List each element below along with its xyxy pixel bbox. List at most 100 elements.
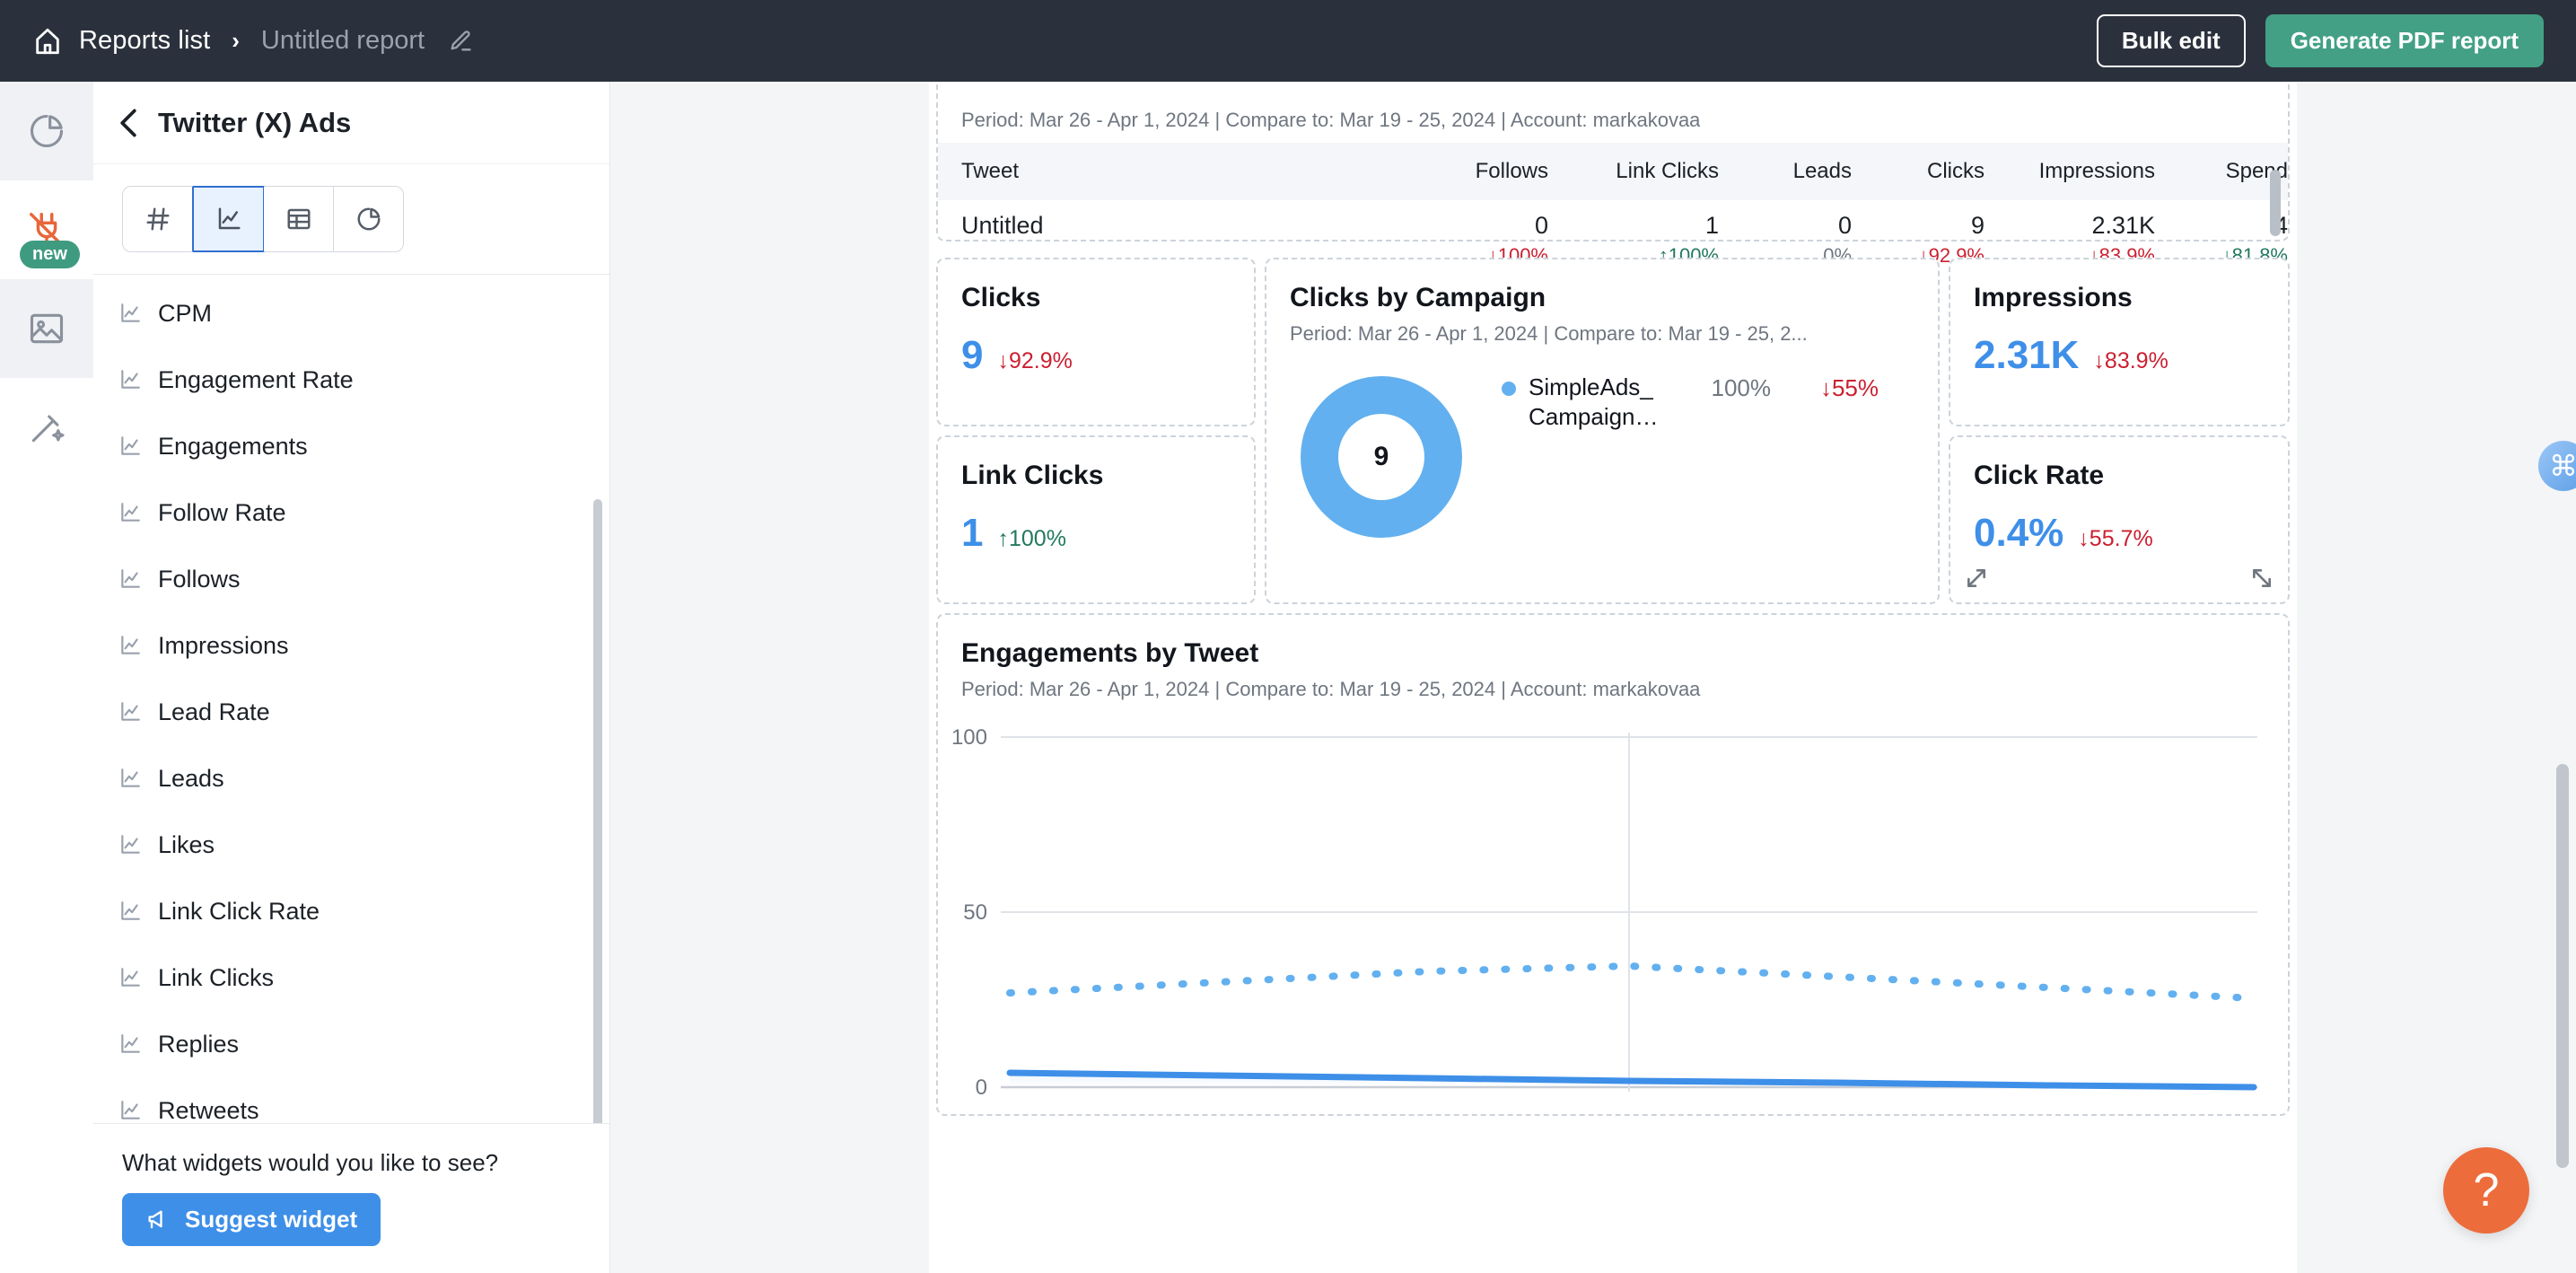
metric-item-leads[interactable]: Leads	[93, 745, 609, 812]
kpi-value: 1	[961, 511, 984, 555]
bulk-edit-button[interactable]: Bulk edit	[2096, 14, 2246, 67]
metric-item-link-clicks[interactable]: Link Clicks	[93, 944, 609, 1011]
breadcrumb-current-report[interactable]: Untitled report	[260, 26, 425, 55]
metric-item-retweets[interactable]: Retweets	[93, 1077, 609, 1123]
legend-delta: ↓55%	[1819, 374, 1879, 401]
y-tick-0: 0	[976, 1075, 987, 1100]
line-chart[interactable]: 100 50 0	[938, 710, 2288, 1114]
generate-pdf-report-button[interactable]: Generate PDF report	[2265, 14, 2544, 67]
legend-percent: 100%	[1711, 374, 1772, 401]
column-header-link-clicks[interactable]: Link Clicks	[1548, 143, 1719, 200]
metric-item-engagements[interactable]: Engagements	[93, 413, 609, 479]
suggest-widget-button[interactable]: Suggest widget	[122, 1193, 381, 1246]
y-tick-100: 100	[951, 725, 987, 750]
widget-tweets-table[interactable]: Period: Mar 26 - Apr 1, 2024 | Compare t…	[936, 82, 2290, 267]
widget-title: Engagements by Tweet	[961, 638, 1259, 668]
column-header-clicks[interactable]: Clicks	[1852, 143, 1985, 200]
top-bar: Reports list › Untitled report Bulk edit…	[0, 0, 2576, 82]
metric-item-follows[interactable]: Follows	[93, 546, 609, 612]
table-scrollbar[interactable]	[2270, 170, 2281, 236]
cell-tweet-name: Untitled	[961, 212, 1044, 239]
line-chart-icon	[121, 636, 140, 654]
cell-value: 1	[1704, 212, 1719, 239]
metric-label: Link Clicks	[158, 963, 275, 991]
rail-item-images[interactable]	[0, 279, 93, 378]
donut-chart[interactable]: 9	[1301, 376, 1462, 538]
metric-item-follow-rate[interactable]: Follow Rate	[93, 479, 609, 546]
pie-chart-icon	[27, 111, 66, 151]
breadcrumb-reports-list[interactable]: Reports list	[79, 26, 211, 55]
line-chart-icon	[121, 835, 140, 854]
widget-type-table[interactable]	[264, 187, 334, 251]
metric-list-scrollbar[interactable]	[593, 499, 602, 1123]
cell-value: 4	[2274, 212, 2288, 239]
line-chart-icon	[121, 303, 140, 322]
command-icon: ⌘	[2549, 450, 2576, 482]
home-icon[interactable]	[32, 26, 63, 57]
column-header-leads[interactable]: Leads	[1719, 143, 1852, 200]
resize-handle-bottom-right-icon[interactable]	[2250, 566, 2274, 590]
widget-title: Link Clicks	[961, 461, 1104, 490]
metric-item-likes[interactable]: Likes	[93, 812, 609, 878]
command-palette-button[interactable]: ⌘	[2538, 441, 2576, 491]
new-badge: new	[20, 241, 80, 268]
metric-label: Link Click Rate	[158, 897, 320, 925]
widget-panel-title: Twitter (X) Ads	[158, 106, 352, 138]
rail-item-ai-assist[interactable]	[0, 378, 93, 477]
metric-item-lead-rate[interactable]: Lead Rate	[93, 679, 609, 745]
metric-label: Leads	[158, 764, 224, 792]
table-icon	[285, 206, 312, 233]
metric-item-impressions[interactable]: Impressions	[93, 612, 609, 679]
widget-type-pie[interactable]	[334, 187, 403, 251]
line-chart-icon	[121, 370, 140, 389]
kpi-delta: ↓83.9%	[2093, 348, 2169, 373]
help-button[interactable]: ?	[2443, 1147, 2529, 1233]
rail-item-integrations[interactable]: new	[0, 180, 93, 279]
metric-item-cpm[interactable]: CPM	[93, 280, 609, 347]
widget-kpi-clicks[interactable]: Clicks 9 ↓92.9%	[936, 258, 1256, 426]
column-header-impressions[interactable]: Impressions	[1985, 143, 2155, 200]
line-chart-icon	[121, 968, 140, 987]
widget-type-toggle	[122, 186, 404, 252]
widget-kpi-click-rate[interactable]: Click Rate 0.4% ↓55.7%	[1949, 435, 2290, 604]
topbar-actions: Bulk edit Generate PDF report	[2096, 14, 2544, 67]
metric-item-replies[interactable]: Replies	[93, 1011, 609, 1077]
hash-icon	[145, 206, 171, 233]
widget-title: Clicks	[961, 283, 1041, 312]
panel-divider	[93, 274, 609, 275]
widget-engagements-by-tweet[interactable]: Engagements by Tweet Period: Mar 26 - Ap…	[936, 613, 2290, 1116]
chevron-left-icon[interactable]	[118, 108, 138, 138]
widget-subtitle: Period: Mar 26 - Apr 1, 2024 | Compare t…	[1290, 322, 1808, 345]
report-sheet: Period: Mar 26 - Apr 1, 2024 | Compare t…	[929, 82, 2297, 1273]
widget-title: Clicks by Campaign	[1290, 283, 1546, 312]
metric-item-engagement-rate[interactable]: Engagement Rate	[93, 347, 609, 413]
metric-label: Likes	[158, 830, 215, 858]
resize-handle-bottom-left-icon[interactable]	[1965, 566, 1988, 590]
series-current-period-area	[1010, 1073, 2254, 1087]
widget-title: Impressions	[1974, 283, 2133, 312]
metric-label: Lead Rate	[158, 698, 270, 725]
left-icon-rail: new	[0, 82, 93, 1273]
table-header: Tweet Follows Link Clicks Leads Clicks I…	[938, 143, 2288, 200]
column-header-follows[interactable]: Follows	[1415, 143, 1548, 200]
widget-kpi-link-clicks[interactable]: Link Clicks 1 ↑100%	[936, 435, 1256, 604]
series-compare-period	[1006, 961, 2257, 1002]
metric-item-link-click-rate[interactable]: Link Click Rate	[93, 878, 609, 944]
metric-label: Follows	[158, 565, 241, 593]
line-chart-icon	[121, 901, 140, 920]
widget-type-number[interactable]	[123, 187, 193, 251]
column-header-spend[interactable]: Spend	[2155, 143, 2288, 200]
kpi-delta: ↓55.7%	[2078, 526, 2153, 551]
widget-kpi-impressions[interactable]: Impressions 2.31K ↓83.9%	[1949, 258, 2290, 426]
line-chart-icon	[121, 1034, 140, 1053]
rail-item-widgets[interactable]	[0, 82, 93, 180]
pencil-icon[interactable]	[441, 29, 473, 54]
column-header-tweet[interactable]: Tweet	[938, 143, 1415, 200]
widget-panel-header: Twitter (X) Ads	[93, 82, 609, 164]
suggest-widget-question: What widgets would you like to see?	[122, 1149, 499, 1176]
question-mark-icon: ?	[2473, 1164, 2500, 1216]
canvas-scrollbar[interactable]	[2556, 764, 2569, 1168]
report-canvas[interactable]: Period: Mar 26 - Apr 1, 2024 | Compare t…	[611, 82, 2576, 1273]
widget-type-chart[interactable]	[192, 186, 265, 252]
widget-clicks-by-campaign[interactable]: Clicks by Campaign Period: Mar 26 - Apr …	[1265, 258, 1940, 604]
